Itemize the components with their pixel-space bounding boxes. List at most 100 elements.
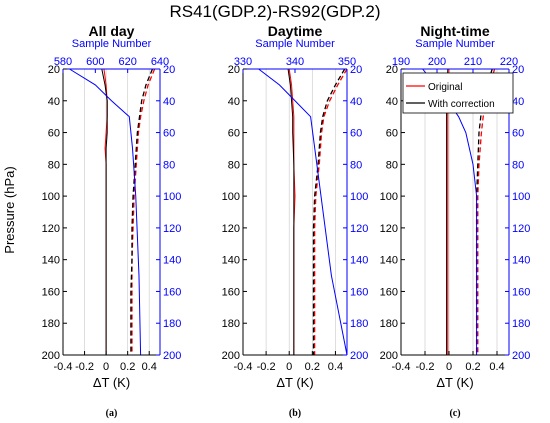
series-line-corrected-dashed — [130, 68, 154, 355]
series-line-original-solid — [447, 68, 450, 355]
y-tick-label: 20 — [228, 64, 240, 76]
top-tick-label: 190 — [392, 56, 410, 68]
y-tick-label-right: 20 — [350, 64, 362, 76]
y-tick-label: 20 — [48, 64, 60, 76]
x-tick-label: 0.2 — [305, 361, 320, 373]
y-tick-label-right: 80 — [163, 159, 175, 171]
legend-label-original: Original — [428, 82, 462, 93]
y-tick-label: 40 — [386, 96, 398, 108]
x-axis-label: ΔT (K) — [436, 375, 473, 390]
top-tick-label: 220 — [500, 56, 518, 68]
y-tick-label-right: 200 — [163, 350, 181, 362]
x-tick-label: 0.4 — [142, 361, 157, 373]
x-tick-label: 0.2 — [120, 361, 135, 373]
y-tick-label-right: 160 — [350, 286, 368, 298]
y-tick-label-right: 120 — [163, 223, 181, 235]
x-tick-label: -0.2 — [416, 361, 435, 373]
top-axis-label: Sample Number — [255, 38, 335, 50]
series-group — [258, 68, 348, 356]
x-tick-label: 0.2 — [465, 361, 480, 373]
x-axis-label: ΔT (K) — [93, 375, 130, 390]
y-tick-label: 160 — [380, 286, 398, 298]
y-tick-label: 60 — [386, 128, 398, 140]
top-tick-label: 330 — [234, 56, 252, 68]
series-group — [69, 68, 156, 356]
top-tick-label: 600 — [86, 56, 104, 68]
y-tick-label: 80 — [228, 159, 240, 171]
y-tick-label: 40 — [228, 96, 240, 108]
y-tick-label: 140 — [222, 255, 240, 267]
y-axis-label: Pressure (hPa) — [2, 166, 17, 253]
x-tick-label: 0.4 — [489, 361, 504, 373]
top-tick-label: 640 — [151, 56, 169, 68]
y-tick-label-right: 200 — [512, 350, 530, 362]
y-tick-label: 160 — [42, 286, 60, 298]
y-tick-label-right: 120 — [350, 223, 368, 235]
x-tick-label: -0.4 — [392, 361, 411, 373]
panel-title: Night-time — [420, 23, 489, 39]
y-tick-label-right: 180 — [163, 318, 181, 330]
panel-subcaption: (a) — [106, 408, 118, 419]
series-line-original-dashed — [477, 68, 496, 355]
y-tick-label: 180 — [380, 318, 398, 330]
x-tick-label: 0 — [286, 361, 292, 373]
y-tick-label: 100 — [42, 191, 60, 203]
series-line-original-dashed — [131, 68, 156, 355]
y-tick-label-right: 120 — [512, 223, 530, 235]
y-tick-label: 120 — [380, 223, 398, 235]
y-tick-label: 20 — [386, 64, 398, 76]
panel-subcaption: (b) — [289, 408, 301, 419]
y-tick-label-right: 160 — [163, 286, 181, 298]
y-tick-label-right: 140 — [350, 255, 368, 267]
y-tick-label-right: 80 — [350, 159, 362, 171]
legend-box — [402, 72, 514, 114]
top-axis-label: Sample Number — [415, 38, 495, 50]
y-tick-label-right: 40 — [163, 96, 175, 108]
y-tick-label: 120 — [42, 223, 60, 235]
y-tick-label-right: 180 — [512, 318, 530, 330]
x-tick-label: -0.4 — [234, 361, 253, 373]
series-line-corrected-solid — [287, 68, 295, 355]
y-tick-label-right: 20 — [512, 64, 524, 76]
panel-all-day: -0.4 -0.2 0 0.2 0.4 580 600 620 640 Sample Number… — [42, 23, 182, 419]
series-line-sample-number — [69, 68, 142, 356]
y-tick-label: 200 — [42, 350, 60, 362]
y-tick-label-right: 20 — [163, 64, 175, 76]
x-tick-label: 0 — [446, 361, 452, 373]
series-line-corrected-solid — [446, 68, 449, 355]
y-tick-label: 200 — [222, 350, 240, 362]
y-tick-label: 120 — [222, 223, 240, 235]
y-tick-label: 40 — [48, 96, 60, 108]
y-tick-label: 100 — [222, 191, 240, 203]
y-tick-label: 80 — [386, 159, 398, 171]
top-tick-label: 210 — [464, 56, 482, 68]
y-tick-label: 100 — [380, 191, 398, 203]
x-tick-label: 0.4 — [328, 361, 343, 373]
y-tick-label-right: 80 — [512, 159, 524, 171]
x-tick-label: -0.2 — [257, 361, 276, 373]
top-tick-label: 350 — [338, 56, 356, 68]
y-tick-label: 180 — [222, 318, 240, 330]
y-tick-label-right: 60 — [350, 128, 362, 140]
y-tick-label: 140 — [42, 255, 60, 267]
y-tick-label-right: 100 — [350, 191, 368, 203]
y-tick-label-right: 40 — [350, 96, 362, 108]
top-tick-label: 340 — [286, 56, 304, 68]
y-tick-label-right: 40 — [512, 96, 524, 108]
y-tick-label-right: 180 — [350, 318, 368, 330]
y-tick-label-right: 60 — [512, 128, 524, 140]
y-tick-label-right: 100 — [163, 191, 181, 203]
x-tick-label: -0.2 — [75, 361, 94, 373]
top-tick-label: 580 — [54, 56, 72, 68]
y-tick-label: 60 — [228, 128, 240, 140]
y-tick-label: 160 — [222, 286, 240, 298]
legend-label-corrected: With correction — [428, 99, 495, 110]
top-axis-label: Sample Number — [72, 38, 152, 50]
top-tick-label: 200 — [428, 56, 446, 68]
series-line-corrected-dashed — [312, 68, 346, 355]
top-tick-label: 620 — [118, 56, 136, 68]
panel-title: All day — [89, 23, 135, 39]
y-tick-label: 140 — [380, 255, 398, 267]
